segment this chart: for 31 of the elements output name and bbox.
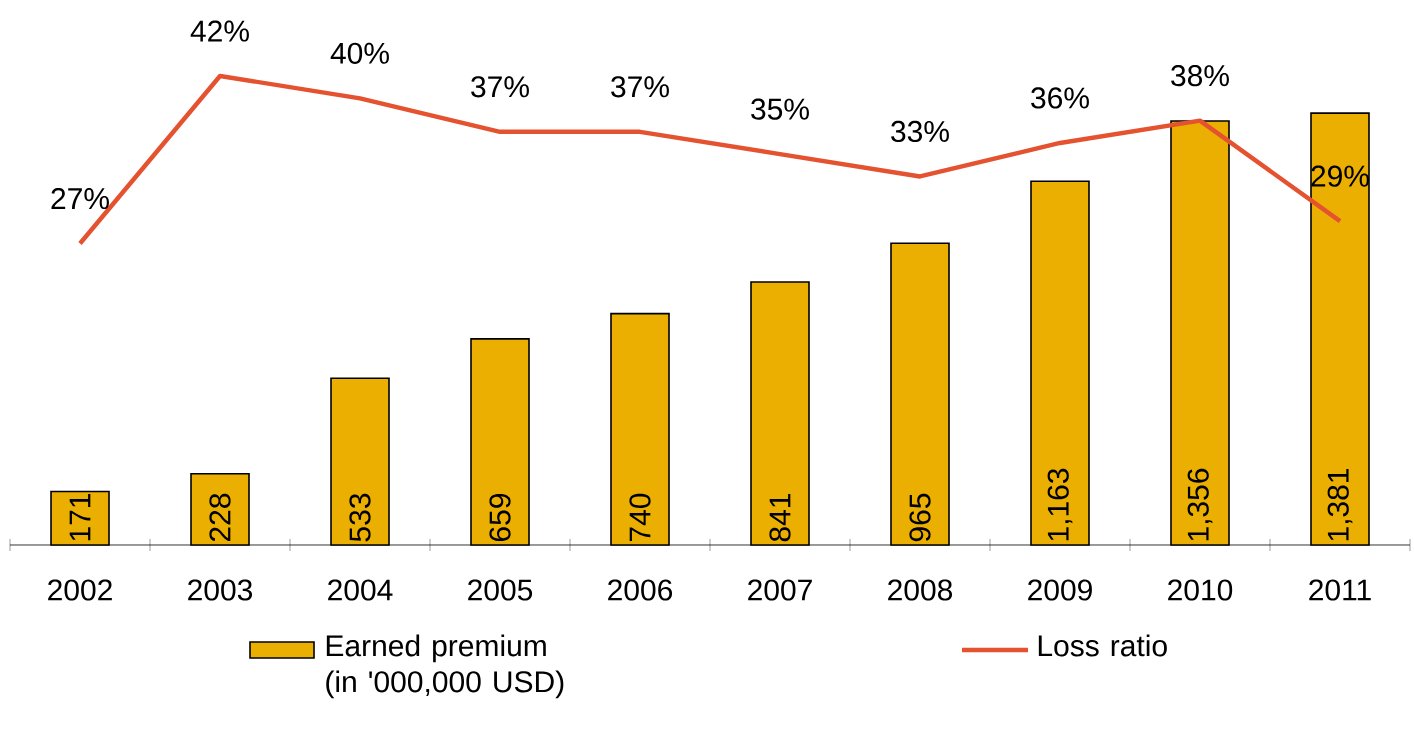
x-tick-label: 2007 xyxy=(748,579,812,601)
data-label: 38% xyxy=(1171,64,1229,87)
data-label: 42% xyxy=(190,20,249,42)
data-label: 841 xyxy=(769,494,791,542)
x-tick-label: 2004 xyxy=(328,579,393,601)
x-tick-label: 2005 xyxy=(468,579,533,601)
data-label: 27% xyxy=(51,187,109,210)
x-tick-label: 2002 xyxy=(48,579,112,601)
data-label: 37% xyxy=(611,76,669,98)
x-tick-label: 2003 xyxy=(188,579,253,601)
data-label: 659 xyxy=(489,493,511,542)
data-label: 33% xyxy=(891,120,949,143)
data-label: 740 xyxy=(629,493,651,542)
x-tick-label: 2010 xyxy=(1168,579,1233,601)
x-tick-label: 2008 xyxy=(888,579,953,601)
legend-label: Earned premium (in '000,000 USD) xyxy=(326,634,564,699)
data-label: 533 xyxy=(349,493,371,542)
data-label: 40% xyxy=(330,42,389,64)
data-label: 36% xyxy=(1031,87,1089,109)
data-label: 35% xyxy=(751,98,809,120)
data-label: 228 xyxy=(209,493,231,542)
data-label: 171 xyxy=(69,494,91,541)
x-tick-label: 2006 xyxy=(608,579,673,601)
x-tick-label: 2011 xyxy=(1309,579,1371,601)
data-label: 37% xyxy=(471,76,529,98)
data-label: 1,356 xyxy=(1187,468,1213,541)
legend-label: Loss ratio xyxy=(1038,634,1167,657)
data-label: 1,381 xyxy=(1327,469,1353,541)
x-tick-label: 2009 xyxy=(1028,579,1092,601)
data-label: 965 xyxy=(909,493,931,542)
data-label: 1,163 xyxy=(1047,468,1073,541)
